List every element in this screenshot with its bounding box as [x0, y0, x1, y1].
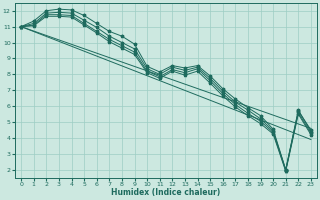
X-axis label: Humidex (Indice chaleur): Humidex (Indice chaleur) — [111, 188, 221, 197]
